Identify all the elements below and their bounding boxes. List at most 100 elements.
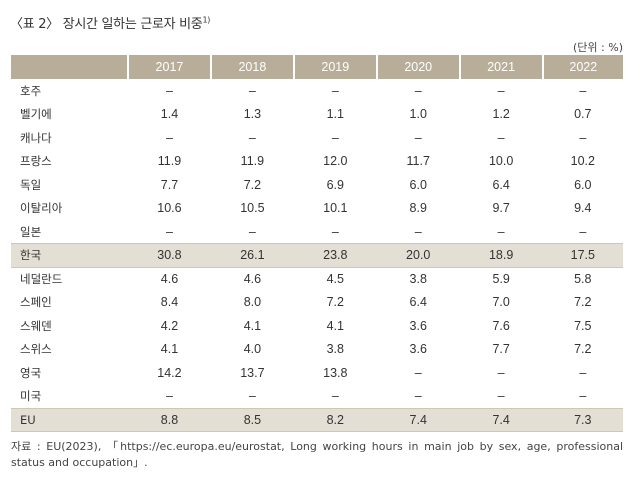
value-cell: 10.0 [488,154,514,169]
value-cell: – [165,130,173,145]
header-year: 2021 [458,55,543,79]
value-cell: 7.0 [492,295,510,310]
value-cell: 6.0 [574,177,592,192]
source-note: 자료 : EU(2023), 「https://ec.europa.eu/eur… [11,440,623,469]
value-cell: – [497,365,505,380]
value-cell: – [331,83,339,98]
value-cell: – [414,365,422,380]
country-cell: 영국 [20,365,42,380]
value-cell: 1.1 [326,107,344,122]
table-row: 호주 – – – – – – [11,79,623,103]
value-cell: – [579,83,587,98]
table-title: 〈표 2〉 장시간 일하는 근로자 비중1) [10,15,211,32]
value-cell: 9.4 [574,201,592,216]
country-cell: 스페인 [20,295,52,310]
value-cell: 13.8 [323,365,348,380]
value-cell: 8.8 [128,407,211,432]
value-cell: 10.6 [157,201,182,216]
value-cell: 1.4 [160,107,179,122]
country-cell: 네덜란드 [11,266,128,291]
value-cell: – [579,389,587,403]
value-cell: 6.4 [409,295,427,310]
value-cell: 11.9 [240,154,265,169]
table-row: 독일 7.7 7.2 6.9 6.0 6.4 6.0 [11,173,623,197]
header-year: 2019 [292,55,377,79]
value-cell: 9.7 [492,201,510,216]
value-cell: 3.8 [326,342,344,357]
value-cell: 3.8 [376,266,460,291]
country-cell: 프랑스 [20,154,52,169]
value-cell: 14.2 [157,365,182,380]
value-cell: 7.2 [243,177,262,192]
value-cell: – [248,130,256,145]
value-cell: 8.5 [210,407,294,432]
value-cell: – [248,389,256,403]
table-body: 호주 – – – – – – 벨기에 1.4 1.3 1.1 1.0 1.2 0.7 캐나다 – – – – – – 프랑… [11,79,623,432]
value-cell: – [414,83,422,98]
value-cell: 10.5 [240,201,265,216]
value-cell: 7.7 [492,342,510,357]
header-year: 2018 [209,55,294,79]
value-cell: 11.7 [406,154,430,169]
title-footnote-mark: 1) [202,15,211,25]
value-cell: – [248,224,256,239]
value-cell: 7.6 [492,318,510,333]
value-cell: 4.0 [243,342,262,357]
table-row: 이탈리아 10.6 10.5 10.1 8.9 9.7 9.4 [11,197,623,221]
value-cell: 5.9 [459,266,543,291]
table-row: 프랑스 11.9 11.9 12.0 11.7 10.0 10.2 [11,150,623,174]
value-cell: – [331,389,339,403]
value-cell: – [497,130,505,145]
country-cell: EU [11,407,128,432]
value-cell: – [165,389,173,403]
country-cell: 호주 [20,83,42,98]
value-cell: 7.2 [326,295,344,310]
table-row: 미국 – – – – – – [11,385,623,409]
value-cell: 10.2 [570,154,595,169]
value-cell: 18.9 [459,243,543,267]
value-cell: 7.2 [574,295,592,310]
value-cell: 7.4 [376,407,460,432]
value-cell: 7.5 [574,318,592,333]
header-row: 2017 2018 2019 2020 2021 2022 [11,55,623,79]
header-year: 2022 [541,55,623,79]
value-cell: 6.9 [326,177,344,192]
value-cell: – [414,130,422,145]
value-cell: 4.1 [243,318,262,333]
value-cell: – [331,130,339,145]
value-cell: 7.7 [160,177,179,192]
value-cell: 23.8 [293,243,377,267]
value-cell: – [414,389,422,403]
country-cell: 스위스 [20,342,52,357]
value-cell: 7.3 [542,407,623,432]
value-cell: – [165,224,173,239]
table-row: 캐나다 – – – – – – [11,126,623,150]
unit-label: (단위 : %) [573,41,623,54]
value-cell: 4.1 [160,342,179,357]
value-cell: 12.0 [323,154,348,169]
table-row: EU 8.8 8.5 8.2 7.4 7.4 7.3 [11,407,623,432]
value-cell: 8.0 [243,295,262,310]
country-cell: 일본 [20,224,42,239]
header-year: 2020 [375,55,460,79]
table-row: 한국 30.8 26.1 23.8 20.0 18.9 17.5 [11,243,623,267]
value-cell: 5.8 [542,266,623,291]
value-cell: 0.7 [574,107,592,122]
table-row: 네덜란드 4.6 4.6 4.5 3.8 5.9 5.8 [11,266,623,291]
value-cell: 6.4 [492,177,510,192]
value-cell: 20.0 [376,243,460,267]
value-cell: – [579,365,587,380]
table-row: 영국 14.2 13.7 13.8 – – – [11,361,623,385]
value-cell: – [165,83,173,98]
table-row: 벨기에 1.4 1.3 1.1 1.0 1.2 0.7 [11,103,623,127]
value-cell: 4.2 [160,318,179,333]
value-cell: 7.2 [574,342,592,357]
value-cell: – [414,224,422,239]
country-cell: 독일 [20,177,42,192]
country-cell: 한국 [11,243,128,267]
value-cell: 1.0 [409,107,427,122]
table-row: 스페인 8.4 8.0 7.2 6.4 7.0 7.2 [11,291,623,315]
value-cell: 11.9 [157,154,182,169]
country-cell: 캐나다 [20,130,52,145]
table-row: 스위스 4.1 4.0 3.8 3.6 7.7 7.2 [11,338,623,362]
